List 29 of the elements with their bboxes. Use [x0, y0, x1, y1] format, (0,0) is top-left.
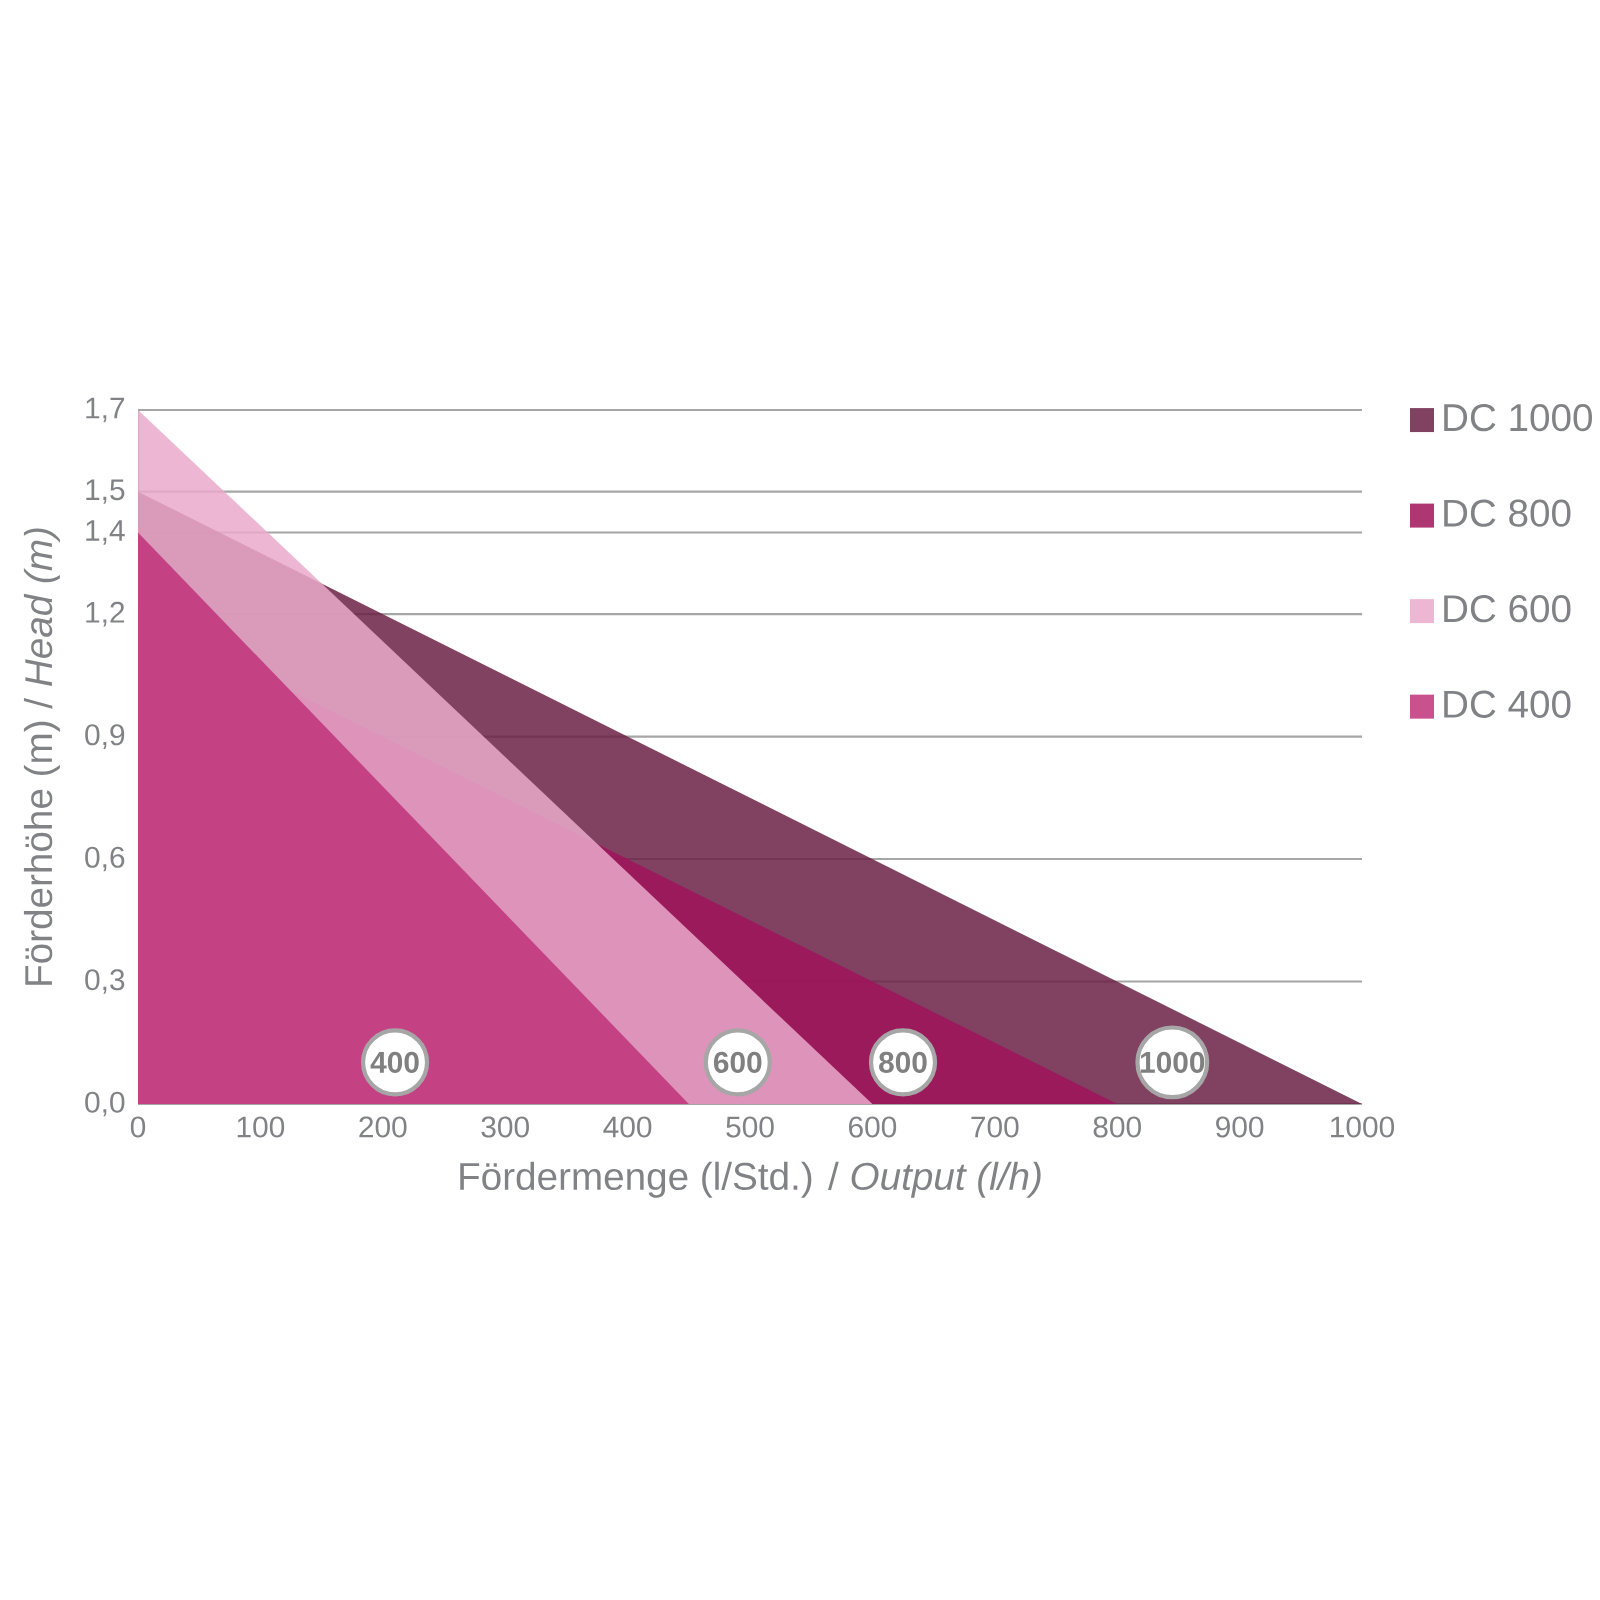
- x-axis-title: Fördermenge (l/Std.) / Output (l/h): [460, 1161, 1041, 1198]
- x-tick-label: 300: [481, 1116, 529, 1138]
- y-axis-title: Förderhöhe (m) / Head (m): [23, 528, 60, 985]
- y-tick-label: 0,9: [85, 724, 125, 749]
- x-tick-label: 700: [971, 1116, 1019, 1138]
- x-tick-label: 200: [359, 1116, 407, 1138]
- y-tick-label: 1,5: [86, 479, 125, 504]
- annotation: 400: [370, 1051, 419, 1073]
- x-tick-label: 0: [130, 1116, 146, 1138]
- y-tick-label: 0,3: [85, 969, 125, 994]
- x-tick-label: 500: [726, 1116, 774, 1138]
- y-tick-label: 0,0: [85, 1091, 125, 1117]
- legend-label: DC 1000: [1444, 403, 1592, 432]
- x-tick-label: 900: [1216, 1116, 1264, 1138]
- annotation: 600: [713, 1051, 762, 1073]
- x-tick-label: 100: [237, 1116, 285, 1138]
- y-tick-label: 0,6: [85, 846, 125, 872]
- x-tick-label: 600: [849, 1116, 897, 1138]
- x-tick-label: 800: [1093, 1116, 1141, 1138]
- legend-label: DC 400: [1444, 690, 1571, 718]
- legend-label: DC 800: [1444, 499, 1571, 527]
- annotation: 1000: [1140, 1051, 1205, 1073]
- x-tick-label: 1000: [1331, 1116, 1395, 1138]
- y-tick-label: 1,2: [86, 601, 125, 627]
- x-tick-label: 400: [603, 1116, 652, 1138]
- y-tick-label: 1,4: [86, 520, 125, 545]
- legend-label: DC 600: [1444, 595, 1571, 623]
- y-tick-label: 1,7: [86, 397, 125, 423]
- annotation: 800: [879, 1051, 927, 1073]
